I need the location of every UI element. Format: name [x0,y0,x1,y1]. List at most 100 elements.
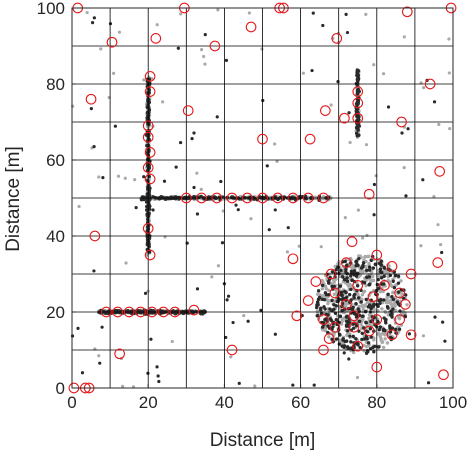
dark-point [219,179,223,184]
dark-point [156,374,160,378]
dark-point [229,195,234,199]
light-point [124,261,128,265]
dark-point [315,303,319,308]
dark-point [358,345,362,350]
dark-point [371,304,376,308]
dark-point [134,206,138,210]
light-point [358,254,363,258]
marker-point [434,166,446,177]
marker-point [371,361,383,373]
dark-point [328,307,332,311]
dark-point [335,299,339,304]
dark-point [361,263,365,267]
dark-point [368,327,373,331]
marker-point [401,6,413,18]
marker-point [188,304,200,316]
marker-point [144,249,156,261]
light-point [216,264,221,268]
dark-point [323,307,327,311]
dark-point [356,341,360,346]
marker-point [180,192,192,204]
dark-point [373,262,378,266]
light-point [320,287,325,291]
light-point [405,303,409,307]
light-point [372,338,376,342]
dark-point [174,165,178,169]
dark-point [359,266,364,270]
dark-point [378,301,382,306]
light-point [199,187,203,191]
dark-point [392,285,397,290]
light-point [439,242,443,247]
dark-point [89,107,93,111]
dark-point [195,212,200,216]
light-point [432,194,436,199]
dark-point [355,113,359,118]
dark-point [318,308,323,312]
dark-point [231,320,235,325]
marker-point [302,192,314,204]
light-point [367,316,371,320]
light-point [348,140,352,145]
dark-point [407,332,411,336]
dark-point [356,77,360,82]
dark-point [345,329,350,333]
dark-point [357,319,362,323]
dark-point [388,326,392,330]
dark-point [345,314,349,318]
marker-point [405,329,417,341]
dark-point [237,381,241,385]
y-tick-label: 20 [46,303,65,322]
dark-point [310,68,314,73]
marker-point [114,348,125,360]
dark-point [155,365,159,369]
marker-point [348,321,360,333]
marker-point [302,295,314,306]
dark-point [70,334,75,338]
dark-point [339,297,344,302]
marker-point [340,299,352,310]
dark-point [349,346,353,350]
dark-point [385,305,390,309]
dark-point [376,277,380,282]
dark-point [356,74,360,78]
dark-point [386,292,390,297]
marker-point [291,310,303,322]
dark-point [226,294,231,298]
x-tick-label: 80 [367,393,386,412]
light-point [199,48,204,52]
dark-point [382,316,386,320]
marker-point [123,306,135,318]
dark-point [342,344,347,348]
light-point [383,309,387,314]
light-point [436,223,440,227]
dark-point [332,284,336,289]
dark-point [332,303,336,307]
light-point [327,288,331,293]
light-point [285,250,290,254]
dark-point [347,317,352,321]
dark-point [342,351,346,355]
dark-point [334,267,338,272]
marker-point [352,112,364,124]
light-point [150,77,154,81]
dark-point [406,127,410,131]
marker-point [144,173,156,185]
light-point [380,332,384,336]
light-point [356,293,360,297]
dark-point [317,295,322,300]
dark-point [259,308,263,312]
light-point [253,384,257,388]
dark-point [344,290,348,295]
light-point [447,37,451,41]
light-point [273,142,277,146]
dark-point [236,208,240,212]
light-point [297,244,301,248]
dark-point [246,319,250,323]
dark-point [265,164,269,168]
dark-point [359,300,363,304]
axes-layer [71,7,454,389]
dark-point [215,115,219,119]
dark-point [336,79,340,84]
